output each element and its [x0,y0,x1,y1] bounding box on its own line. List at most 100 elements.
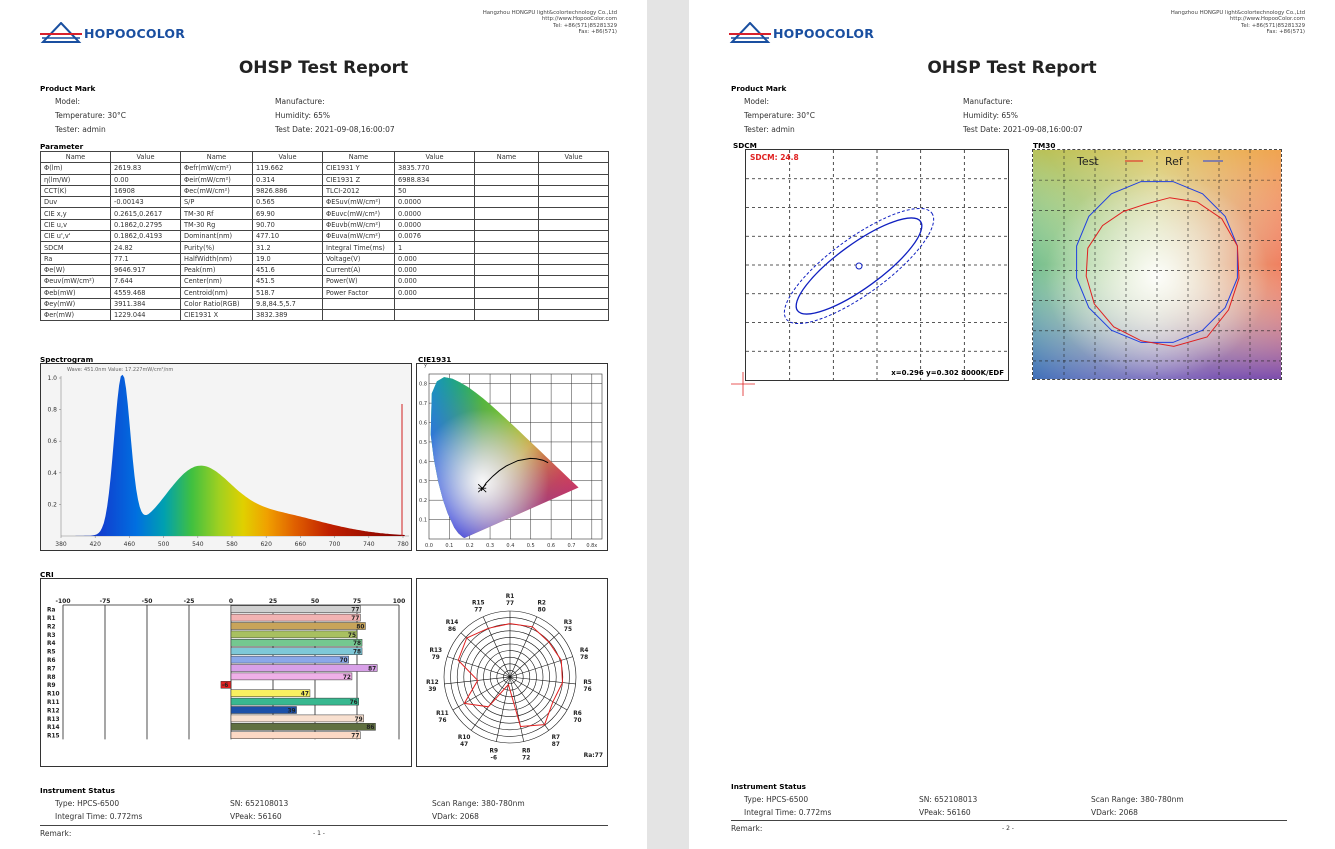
page-header: HOPOOCOLOR Hangzhou HONGPU light&colorte… [689,0,1335,60]
param-name-cell: Integral Time(ms) [322,241,395,254]
table-row: Φe(W) 9646.917 Peak(nm) 451.6 Current(A) 0.00… [40,263,609,277]
cri-bar [230,664,378,672]
product-mark-heading: Product Mark [40,84,96,93]
cri-bar-value: 76 [350,700,358,706]
table-row: Φeb(mW) 4559.468 Centroid(nm) 518.7 Power Fa… [40,286,609,299]
param-name-cell: ΦEuvb(mW/cm²) [322,218,395,232]
table-row: SDCM 24.82 Purity(%) 31.2 Integral Time(ms) 1 [40,241,609,254]
param-value-cell: -0.00143 [110,196,181,209]
planckian-locus [480,457,549,492]
tm30-legend-ref: Ref [1165,155,1184,168]
cri-bar [230,697,359,706]
param-value-cell: 1 [394,241,475,254]
param-value-cell: 0.0076 [394,230,475,243]
tm30-reference-polygon [1076,181,1238,343]
param-name-cell: Φeb(mW) [40,286,111,299]
logo-text: HOPOOCOLOR [773,25,875,41]
param-value-cell: 0.1862,0.4193 [110,230,181,243]
column-header: Name [40,150,111,164]
instrument-type: Type: HPCS-6500 [744,795,809,804]
polar-axis-label: R12 [426,680,439,686]
page-header: HOPOOCOLOR Hangzhou HONGPU light&colorte… [0,0,647,60]
cri-row-label: R14 [47,725,60,731]
column-header: Name [322,150,395,164]
cie-x-tick: 0.3 [486,543,494,549]
report-title: OHSP Test Report [927,58,1097,78]
x-tick-label: 740 [363,541,375,548]
cie-y-tick: 0.5 [419,440,427,446]
cri-bar [230,723,376,731]
param-value-cell [538,196,609,209]
parameter-table-header: Name Value Name Value Name Value Name Value [40,150,609,164]
sdcm-outer-ellipse [783,207,935,325]
table-row: Φ(lm) 2619.83 Φefr(mW/cm²) 119.662 CIE1931 Y… [40,162,609,175]
cri-bar-chart: -100 -75 -50 -25 0 25 50 75 100 Ra 77 R1 77 R2 80 R3 75 R… [40,578,412,767]
company-name: Hangzhou HONGPU light&colortechnology Co… [1170,10,1305,16]
table-row: Φeuv(mW/cm²) 7.644 Center(nm) 451.5 Power(W)… [40,275,609,288]
sdcm-svg: SDCM: 24.8 x=0.296 y=0.302 8000K/EDF [746,150,1008,380]
cri-axis-tick: -75 [100,598,111,605]
temperature-field: Temperature: 30°C [55,111,126,120]
cie-y-tick: 0.1 [419,518,427,524]
polar-axis-value: 87 [552,742,560,748]
param-value-cell: 7.644 [110,275,181,288]
company-url: http://www.HopooColor.com [541,16,617,23]
param-name-cell: Purity(%) [180,241,253,254]
cri-row-label: Ra [47,608,55,614]
cri-row-label: R1 [47,616,56,622]
y-tick-label: 1.0 [47,375,57,382]
param-name-cell: Φeir(mW/cm²) [180,173,253,186]
polar-axis-label: R4 [580,648,589,654]
cri-bar [230,605,361,613]
param-name-cell: Color Ratio(RGB) [180,297,253,311]
polar-axis-value: 77 [506,601,514,607]
cie1931-svg: 0.0 0.1 0.2 0.3 0.4 0.5 0.6 0.7 0.8x 0.1 0.2 0.3 0.… [419,362,603,549]
param-name-cell: CIE x,y [40,207,111,220]
param-name-cell [474,207,539,220]
sdcm-heading: SDCM [733,141,757,150]
cri-row-label: R6 [47,658,56,664]
tm30-heading: TM30 [1033,141,1056,150]
cri-row-label: R7 [47,666,56,672]
cri-axis-tick: 50 [311,598,319,605]
param-name-cell: CCT(K) [40,184,111,198]
instrument-status-heading: Instrument Status [731,782,807,791]
table-row: Duv -0.00143 S/P 0.565 ΦESuv(mW/cm²) 0.0000 [40,196,609,209]
cri-axis-tick: -50 [142,598,153,605]
remark-field: Remark: [731,824,763,833]
company-fax: Fax: +86(571) [1266,29,1306,36]
param-value-cell [538,184,609,198]
product-mark-heading: Product Mark [731,84,787,93]
tester-field: Tester: admin [744,125,795,134]
cri-bar-value: 86 [366,725,374,731]
cie-y-tick: 0.2 [419,498,427,504]
polar-axis-label: R14 [446,620,459,626]
cie-x-tick: 0.1 [445,543,453,549]
x-tick-label: 700 [329,541,341,548]
param-value-cell: 9826.886 [252,184,323,198]
param-value-cell: 24.82 [110,241,181,254]
logo-text: HOPOOCOLOR [84,25,186,41]
x-tick-label: 660 [295,541,307,548]
footer-divider [40,825,608,826]
cri-polar-chart: R1 77 R2 80 R3 75 R4 78 R5 76 R6 70 R7 87 R8 72 R9 -6 R10 4… [416,578,608,767]
cri-heading: CRI [40,570,54,579]
cri-bar-value: 77 [351,734,359,740]
cri-bar-value: -6 [222,683,228,689]
param-name-cell: Dominant(nm) [180,230,253,243]
cri-bar-value: 80 [356,624,364,630]
y-tick-label: 0.4 [47,470,57,477]
instrument-sn: SN: 652108013 [919,795,978,804]
param-value-cell [538,162,609,175]
param-value-cell [538,275,609,288]
x-tick-label: 380 [55,541,67,548]
cri-bar-value: 77 [351,608,359,614]
param-name-cell: Power(W) [322,275,395,288]
cri-row-label: R3 [47,633,56,639]
sdcm-inner-ellipse [795,217,923,315]
logo-triangle-icon [40,22,82,43]
test-date-field: Test Date: 2021-09-08,16:00:07 [963,125,1083,134]
param-value-cell: 451.6 [252,263,323,277]
param-value-cell: 0.000 [394,286,475,299]
